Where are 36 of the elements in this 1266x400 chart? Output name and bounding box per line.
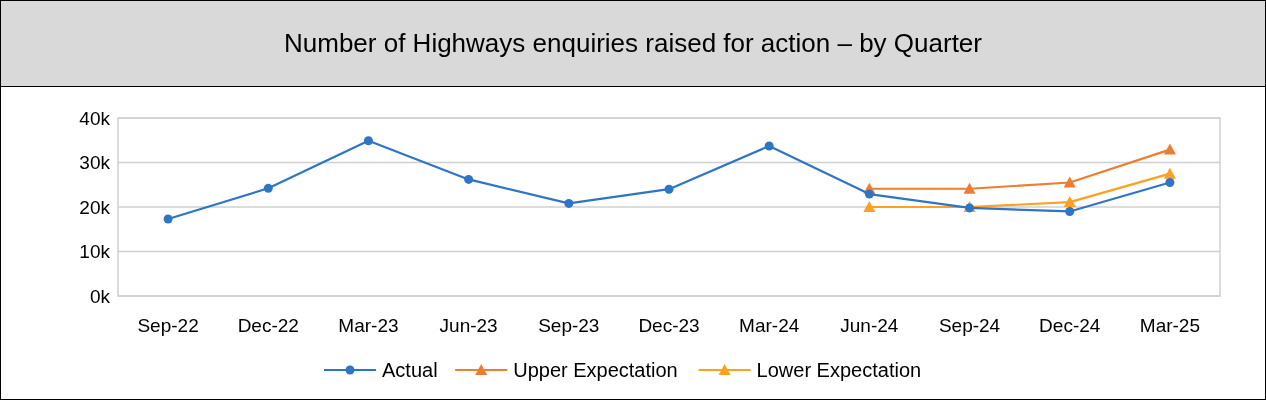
x-tick-label: Jun-24 bbox=[840, 315, 899, 336]
point bbox=[764, 141, 774, 151]
point bbox=[864, 189, 874, 199]
point bbox=[1165, 178, 1175, 188]
point bbox=[1063, 176, 1076, 188]
legend-label: Upper Expectation bbox=[513, 359, 678, 381]
y-tick-label: 10k bbox=[79, 241, 111, 263]
x-tick-label: Sep-23 bbox=[538, 315, 600, 336]
point bbox=[263, 183, 273, 193]
x-tick-label: Dec-23 bbox=[638, 315, 700, 336]
point bbox=[1065, 206, 1075, 216]
point bbox=[863, 201, 876, 212]
chart-title: Number of Highways enquiries raised for action – by Quarter bbox=[284, 28, 983, 58]
point bbox=[564, 198, 574, 208]
y-tick-label: 30k bbox=[79, 152, 111, 174]
point bbox=[464, 174, 474, 184]
x-tick-label: Mar-23 bbox=[338, 315, 399, 336]
y-tick-label: 20k bbox=[79, 196, 111, 218]
point bbox=[163, 214, 173, 224]
x-tick-label: Jun-23 bbox=[439, 315, 498, 336]
legend-label: Actual bbox=[382, 359, 438, 381]
point bbox=[664, 184, 674, 194]
x-tick-label: Mar-24 bbox=[739, 315, 800, 336]
point bbox=[1063, 196, 1076, 208]
point bbox=[1163, 167, 1176, 179]
y-tick-label: 0k bbox=[89, 285, 111, 307]
x-tick-label: Sep-24 bbox=[938, 315, 1001, 336]
legend-label: Lower Expectation bbox=[756, 359, 922, 381]
y-tick-label: 40k bbox=[79, 107, 111, 129]
x-tick-label: Dec-24 bbox=[1039, 315, 1101, 336]
x-tick-label: Dec-22 bbox=[237, 315, 299, 336]
point bbox=[1163, 143, 1176, 155]
x-tick-label: Sep-22 bbox=[137, 315, 199, 336]
point bbox=[363, 136, 373, 146]
point bbox=[963, 182, 976, 194]
x-tick-label: Mar-25 bbox=[1139, 315, 1200, 336]
